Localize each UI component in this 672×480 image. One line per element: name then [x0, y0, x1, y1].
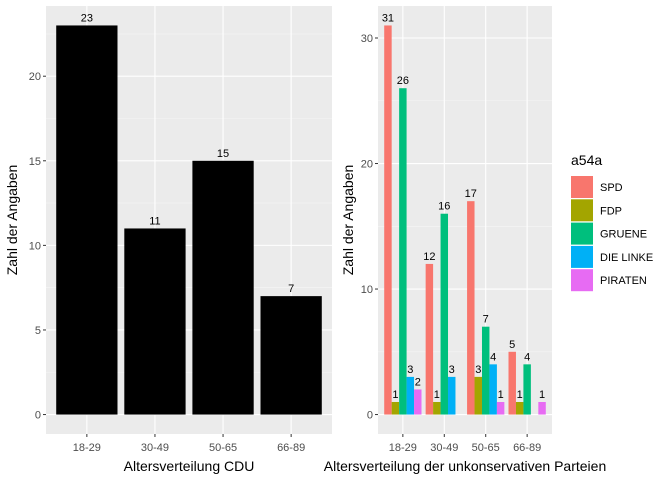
- chart-cdu: 23 11 15 7 0 5 10 15 20 18-29 30-49 50-65 66-89 Al…: [4, 6, 332, 474]
- bar: [124, 228, 186, 415]
- data-label: 4: [490, 351, 496, 363]
- legend: a54a SPD FDP GRUENE DIE LINKE PIRATEN: [571, 152, 653, 292]
- y-tick-label: 10: [361, 284, 373, 296]
- bar-fdp: [515, 401, 524, 415]
- x-axis-title-cdu: Altersverteilung CDU: [124, 458, 255, 474]
- data-label: 12: [423, 251, 435, 263]
- data-label: 7: [483, 314, 489, 326]
- data-label: 23: [81, 12, 93, 24]
- bar-piraten: [414, 389, 422, 415]
- legend-label: FDP: [600, 205, 622, 217]
- x-tick-label: 18-29: [73, 442, 101, 454]
- x-tick-label: 66-89: [277, 442, 305, 454]
- legend-key: [571, 269, 593, 292]
- data-label: 3: [407, 364, 413, 376]
- bar-spd: [508, 351, 516, 415]
- bar-piraten: [538, 401, 546, 415]
- y-axis-title-cdu: Zahl der Angaben: [4, 165, 20, 276]
- data-label: 31: [382, 12, 394, 24]
- data-labels-cdu: 23 11 15 7: [81, 12, 294, 295]
- x-axis-parties: 18-29 30-49 50-65 66-89: [389, 434, 541, 454]
- data-label: 1: [392, 389, 398, 401]
- bars-cdu: [56, 25, 322, 415]
- bar-piraten: [496, 401, 505, 415]
- data-label: 5: [509, 339, 515, 351]
- x-tick-label: 18-29: [389, 442, 417, 454]
- x-axis-title-parties: Altersverteilung der unkonservativen Par…: [324, 458, 607, 474]
- y-tick-label: 20: [29, 71, 41, 83]
- bar-spd: [425, 263, 434, 415]
- legend-label: DIE LINKE: [600, 252, 653, 264]
- data-label: 16: [438, 201, 450, 213]
- data-label: 7: [288, 283, 294, 295]
- legend-label: SPD: [600, 182, 623, 194]
- plot-panel-parties: [378, 6, 552, 434]
- bar-gruene: [440, 213, 449, 415]
- bar-spd: [384, 25, 392, 415]
- legend-key: [571, 222, 593, 245]
- bar: [192, 160, 254, 415]
- y-tick-label: 20: [361, 159, 373, 171]
- x-tick-label: 50-65: [472, 442, 500, 454]
- y-tick-label: 5: [35, 325, 41, 337]
- bar-die-linke: [489, 364, 497, 415]
- y-axis-parties: 0 10 20 30: [361, 33, 378, 422]
- data-label: 3: [449, 364, 455, 376]
- bar-gruene: [523, 364, 531, 415]
- y-tick-label: 0: [35, 410, 41, 422]
- legend-key: [571, 176, 593, 198]
- y-axis-title-parties: Zahl der Angaben: [340, 165, 356, 276]
- data-label: 3: [475, 364, 481, 376]
- bar-gruene: [399, 88, 407, 415]
- y-axis-cdu: 0 5 10 15 20: [29, 71, 46, 422]
- legend-label: GRUENE: [600, 229, 647, 241]
- bar-die-linke: [448, 376, 456, 415]
- y-tick-label: 0: [367, 410, 373, 422]
- bar-fdp: [433, 401, 441, 415]
- data-label: 11: [149, 215, 160, 227]
- bar-spd: [467, 201, 475, 415]
- data-label: 1: [539, 389, 545, 401]
- bar: [56, 25, 118, 415]
- legend-title: a54a: [571, 152, 602, 168]
- bar-fdp: [391, 401, 400, 415]
- data-label: 26: [397, 75, 409, 87]
- data-label: 4: [524, 351, 530, 363]
- x-tick-label: 30-49: [430, 442, 458, 454]
- data-label: 1: [498, 389, 504, 401]
- data-label: 15: [217, 148, 229, 160]
- x-tick-label: 66-89: [513, 442, 541, 454]
- x-tick-label: 50-65: [209, 442, 237, 454]
- bar-gruene: [481, 326, 490, 415]
- y-tick-label: 10: [29, 240, 41, 252]
- data-label: 1: [517, 389, 523, 401]
- legend-key: [571, 199, 593, 222]
- data-label: 1: [434, 389, 440, 401]
- legend-key: [571, 245, 593, 268]
- bars-parties: [384, 25, 546, 415]
- data-label: 2: [415, 376, 421, 388]
- x-axis-cdu: 18-29 30-49 50-65 66-89: [73, 434, 305, 454]
- bar-die-linke: [406, 376, 415, 415]
- y-tick-label: 30: [361, 33, 373, 45]
- legend-label: PIRATEN: [600, 275, 647, 287]
- bar-fdp: [474, 376, 482, 415]
- data-label: 17: [465, 188, 477, 200]
- y-tick-label: 15: [29, 156, 41, 168]
- bar: [260, 296, 322, 415]
- x-tick-label: 30-49: [141, 442, 169, 454]
